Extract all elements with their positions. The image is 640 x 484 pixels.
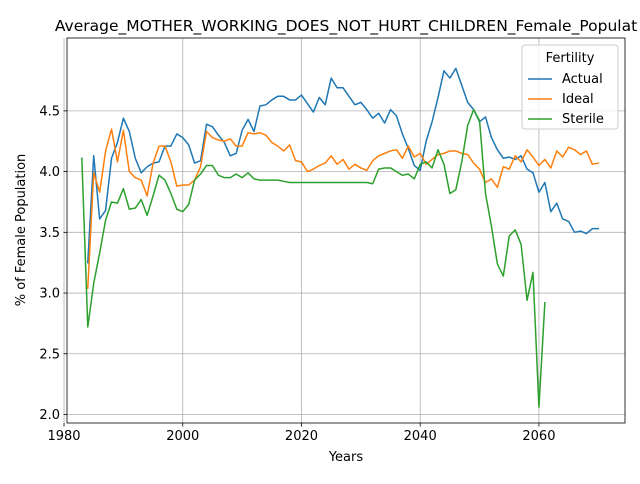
series-line-ideal xyxy=(86,128,600,289)
legend-label-sterile: Sterile xyxy=(562,112,604,127)
legend-label-actual: Actual xyxy=(562,72,603,87)
x-tick-label: 2020 xyxy=(285,429,318,444)
x-tick-label: 2060 xyxy=(522,429,555,444)
x-tick-label: 2000 xyxy=(166,429,199,444)
legend-label-ideal: Ideal xyxy=(562,92,594,107)
y-tick-label: 2.5 xyxy=(39,347,60,362)
axis-ticks: 1980 2000 2020 2040 2060 2.0 2.5 3.0 3.5 4.0 4.5 xyxy=(39,104,555,444)
legend-frame xyxy=(521,44,619,130)
chart-title: Average_MOTHER_WORKING_DOES_NOT_HURT_CHI… xyxy=(55,17,637,36)
series-lines xyxy=(81,67,600,408)
legend: Fertility Actual Ideal Sterile xyxy=(521,44,619,130)
y-axis-label: % of Female Population xyxy=(14,154,29,307)
y-tick-label: 4.0 xyxy=(39,165,60,180)
y-tick-label: 3.0 xyxy=(39,287,60,302)
plot-frame xyxy=(66,37,626,424)
series-line-sterile xyxy=(81,108,546,408)
x-axis-label: Years xyxy=(328,450,364,465)
legend-items: Actual Ideal Sterile xyxy=(528,72,604,127)
y-tick-label: 4.5 xyxy=(39,104,60,119)
y-tick-label: 2.0 xyxy=(39,408,60,423)
y-tick-label: 3.5 xyxy=(39,226,60,241)
x-tick-label: 2040 xyxy=(404,429,437,444)
x-tick-label: 1980 xyxy=(47,429,80,444)
legend-title: Fertility xyxy=(546,51,595,66)
